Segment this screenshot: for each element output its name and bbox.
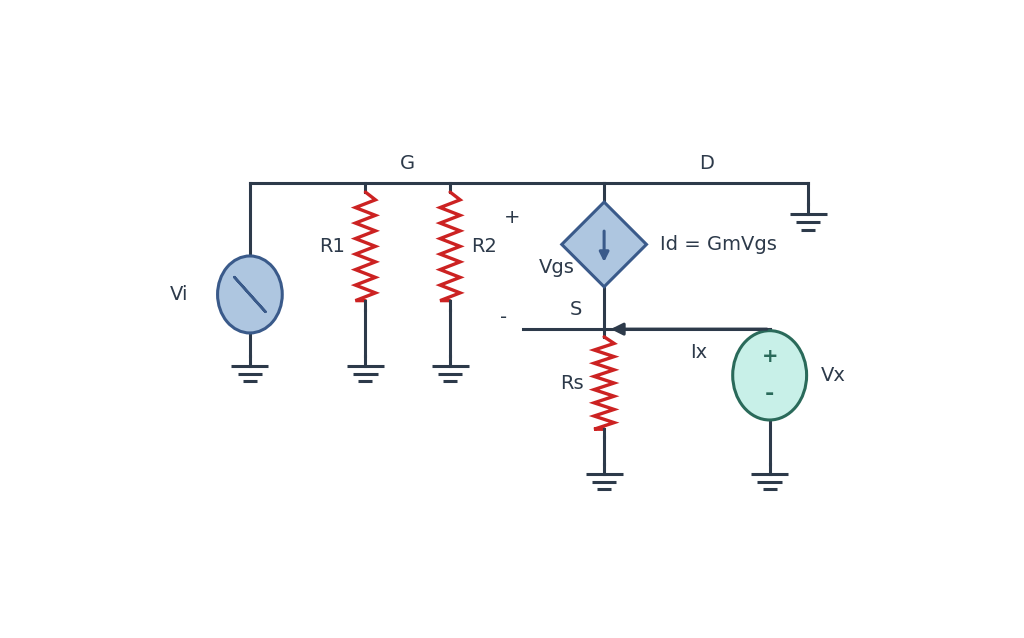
Text: Vgs: Vgs: [539, 258, 574, 277]
Text: Id = GmVgs: Id = GmVgs: [660, 235, 777, 254]
Text: S: S: [570, 300, 583, 319]
Text: Vx: Vx: [820, 366, 846, 385]
Text: -: -: [501, 308, 508, 327]
Text: +: +: [504, 208, 520, 227]
Polygon shape: [562, 202, 646, 286]
Text: -: -: [765, 384, 774, 404]
Text: Ix: Ix: [690, 343, 707, 362]
Text: R1: R1: [318, 237, 345, 256]
Text: +: +: [762, 347, 778, 366]
Text: Vi: Vi: [170, 285, 188, 304]
Ellipse shape: [733, 330, 807, 420]
Text: R2: R2: [471, 237, 497, 256]
Text: Rs: Rs: [560, 373, 584, 392]
Text: G: G: [400, 154, 416, 173]
Ellipse shape: [217, 256, 283, 333]
Text: D: D: [698, 154, 714, 173]
